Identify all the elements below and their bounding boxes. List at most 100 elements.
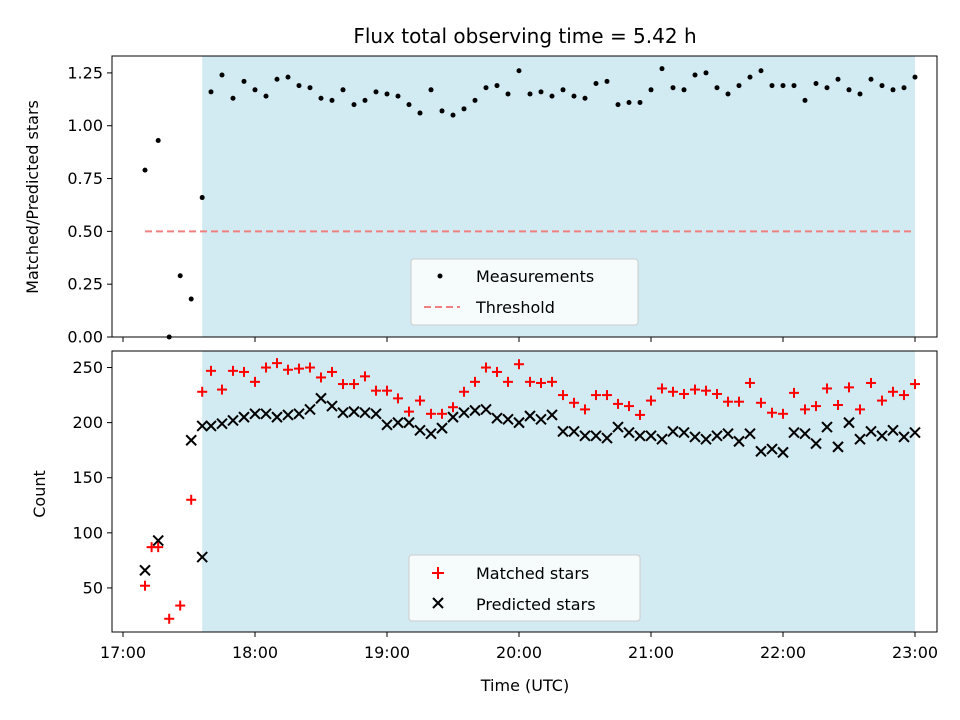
predicted-star-mark-b — [282, 409, 294, 421]
matched-star-point — [888, 386, 898, 397]
matched-star-point — [525, 376, 535, 387]
measurement-point — [593, 80, 599, 86]
measurement-point — [505, 91, 511, 97]
matched-star-point — [789, 387, 799, 398]
legend-predicted-label: Predicted stars — [476, 595, 596, 614]
x-axis-label: Time (UTC) — [480, 676, 569, 695]
predicted-star-point — [733, 435, 745, 448]
matched-star-point — [668, 386, 678, 397]
predicted-star-point — [678, 426, 690, 439]
predicted-star-mark-b — [502, 413, 514, 426]
predicted-star-point — [227, 414, 239, 427]
predicted-star-mark-b — [678, 426, 690, 439]
measurement-point — [494, 83, 500, 89]
predicted-star-mark-b — [293, 408, 305, 420]
predicted-star-point — [414, 424, 426, 437]
x-tick-label: 19:00 — [364, 643, 410, 662]
measurement-point — [263, 93, 269, 99]
matched-star-point — [470, 376, 480, 387]
legend-matched-label: Matched stars — [476, 564, 589, 583]
top-y-tick-label: 0.50 — [67, 222, 103, 241]
measurement-point — [241, 78, 247, 84]
matched-star-point — [492, 366, 502, 377]
predicted-star-mark-b — [854, 433, 866, 445]
measurement-point — [483, 85, 489, 91]
matched-star-point — [536, 377, 546, 388]
predicted-star-mark-b — [667, 425, 679, 438]
top-y-tick-label: 0.25 — [67, 275, 103, 294]
matched-star-point — [767, 407, 777, 418]
measurement-point — [857, 91, 863, 97]
predicted-star-point — [238, 411, 250, 423]
predicted-star-mark-b — [568, 425, 580, 438]
measurement-point — [208, 89, 214, 95]
predicted-star-point — [832, 441, 844, 453]
matched-star-point — [723, 396, 733, 407]
predicted-star-point — [557, 425, 569, 438]
predicted-star-point — [359, 407, 371, 419]
measurement-point — [890, 87, 896, 93]
matched-star-point — [690, 384, 700, 395]
predicted-star-mark-b — [865, 425, 877, 438]
matched-star-point — [217, 384, 227, 395]
matched-star-point — [164, 613, 175, 624]
matched-star-point — [404, 406, 414, 417]
predicted-star-point — [260, 408, 272, 420]
predicted-star-mark-b — [843, 416, 855, 429]
predicted-star-mark-b — [425, 427, 437, 440]
predicted-star-mark-b — [799, 427, 811, 440]
bottom-panel: 50 100 150 200 250 17:00 18:00 19:00 20:00 21:00… — [30, 350, 938, 695]
predicted-star-point — [436, 422, 448, 434]
measurement-point — [692, 72, 698, 78]
predicted-star-point — [304, 403, 316, 416]
predicted-star-point — [766, 443, 778, 455]
predicted-star-point — [196, 420, 208, 432]
predicted-star-mark-b — [491, 412, 503, 424]
predicted-star-point — [612, 421, 624, 433]
x-tick-label: 17:00 — [100, 643, 146, 662]
predicted-star-mark-b — [315, 392, 327, 405]
predicted-star-mark-b — [821, 421, 833, 433]
predicted-star-mark-b — [381, 419, 393, 431]
predicted-star-mark-b — [370, 408, 382, 420]
measurement-point — [626, 99, 632, 105]
measurement-point — [835, 76, 841, 82]
predicted-star-point — [491, 412, 503, 424]
matched-star-point — [175, 600, 186, 611]
matched-star-point — [547, 376, 557, 387]
predicted-star-mark-b — [590, 430, 602, 442]
predicted-star-point — [656, 433, 668, 445]
matched-star-point — [393, 393, 403, 404]
measurement-point — [428, 87, 434, 93]
predicted-star-point — [205, 420, 217, 432]
measurement-point — [802, 97, 808, 103]
measurement-point — [659, 66, 665, 72]
predicted-star-mark-b — [260, 408, 272, 420]
matched-star-point — [272, 358, 282, 369]
measurement-point — [285, 74, 291, 80]
predicted-star-point — [535, 413, 547, 426]
measurement-point — [274, 76, 280, 82]
measurement-point — [252, 87, 258, 93]
predicted-star-mark-b — [359, 407, 371, 419]
predicted-star-point — [469, 404, 481, 417]
measurement-point — [780, 83, 786, 89]
predicted-star-mark-b — [887, 424, 899, 437]
predicted-star-mark-b — [557, 425, 569, 438]
matched-star-point — [250, 376, 260, 387]
predicted-star-point — [821, 421, 833, 433]
matched-star-point — [833, 399, 843, 410]
matched-star-point — [481, 362, 491, 373]
predicted-star-point — [634, 430, 646, 442]
measurement-point — [824, 85, 830, 91]
matched-star-point — [558, 390, 568, 401]
measurement-point — [384, 91, 390, 97]
matched-star-point — [910, 379, 920, 390]
top-y-tick-label: 1.25 — [67, 63, 103, 82]
matched-star-point — [206, 365, 216, 376]
measurement-point — [155, 138, 161, 144]
matched-star-point — [778, 408, 788, 419]
predicted-star-mark-b — [722, 427, 734, 440]
matched-star-point — [800, 404, 810, 415]
predicted-star-point — [898, 431, 910, 443]
